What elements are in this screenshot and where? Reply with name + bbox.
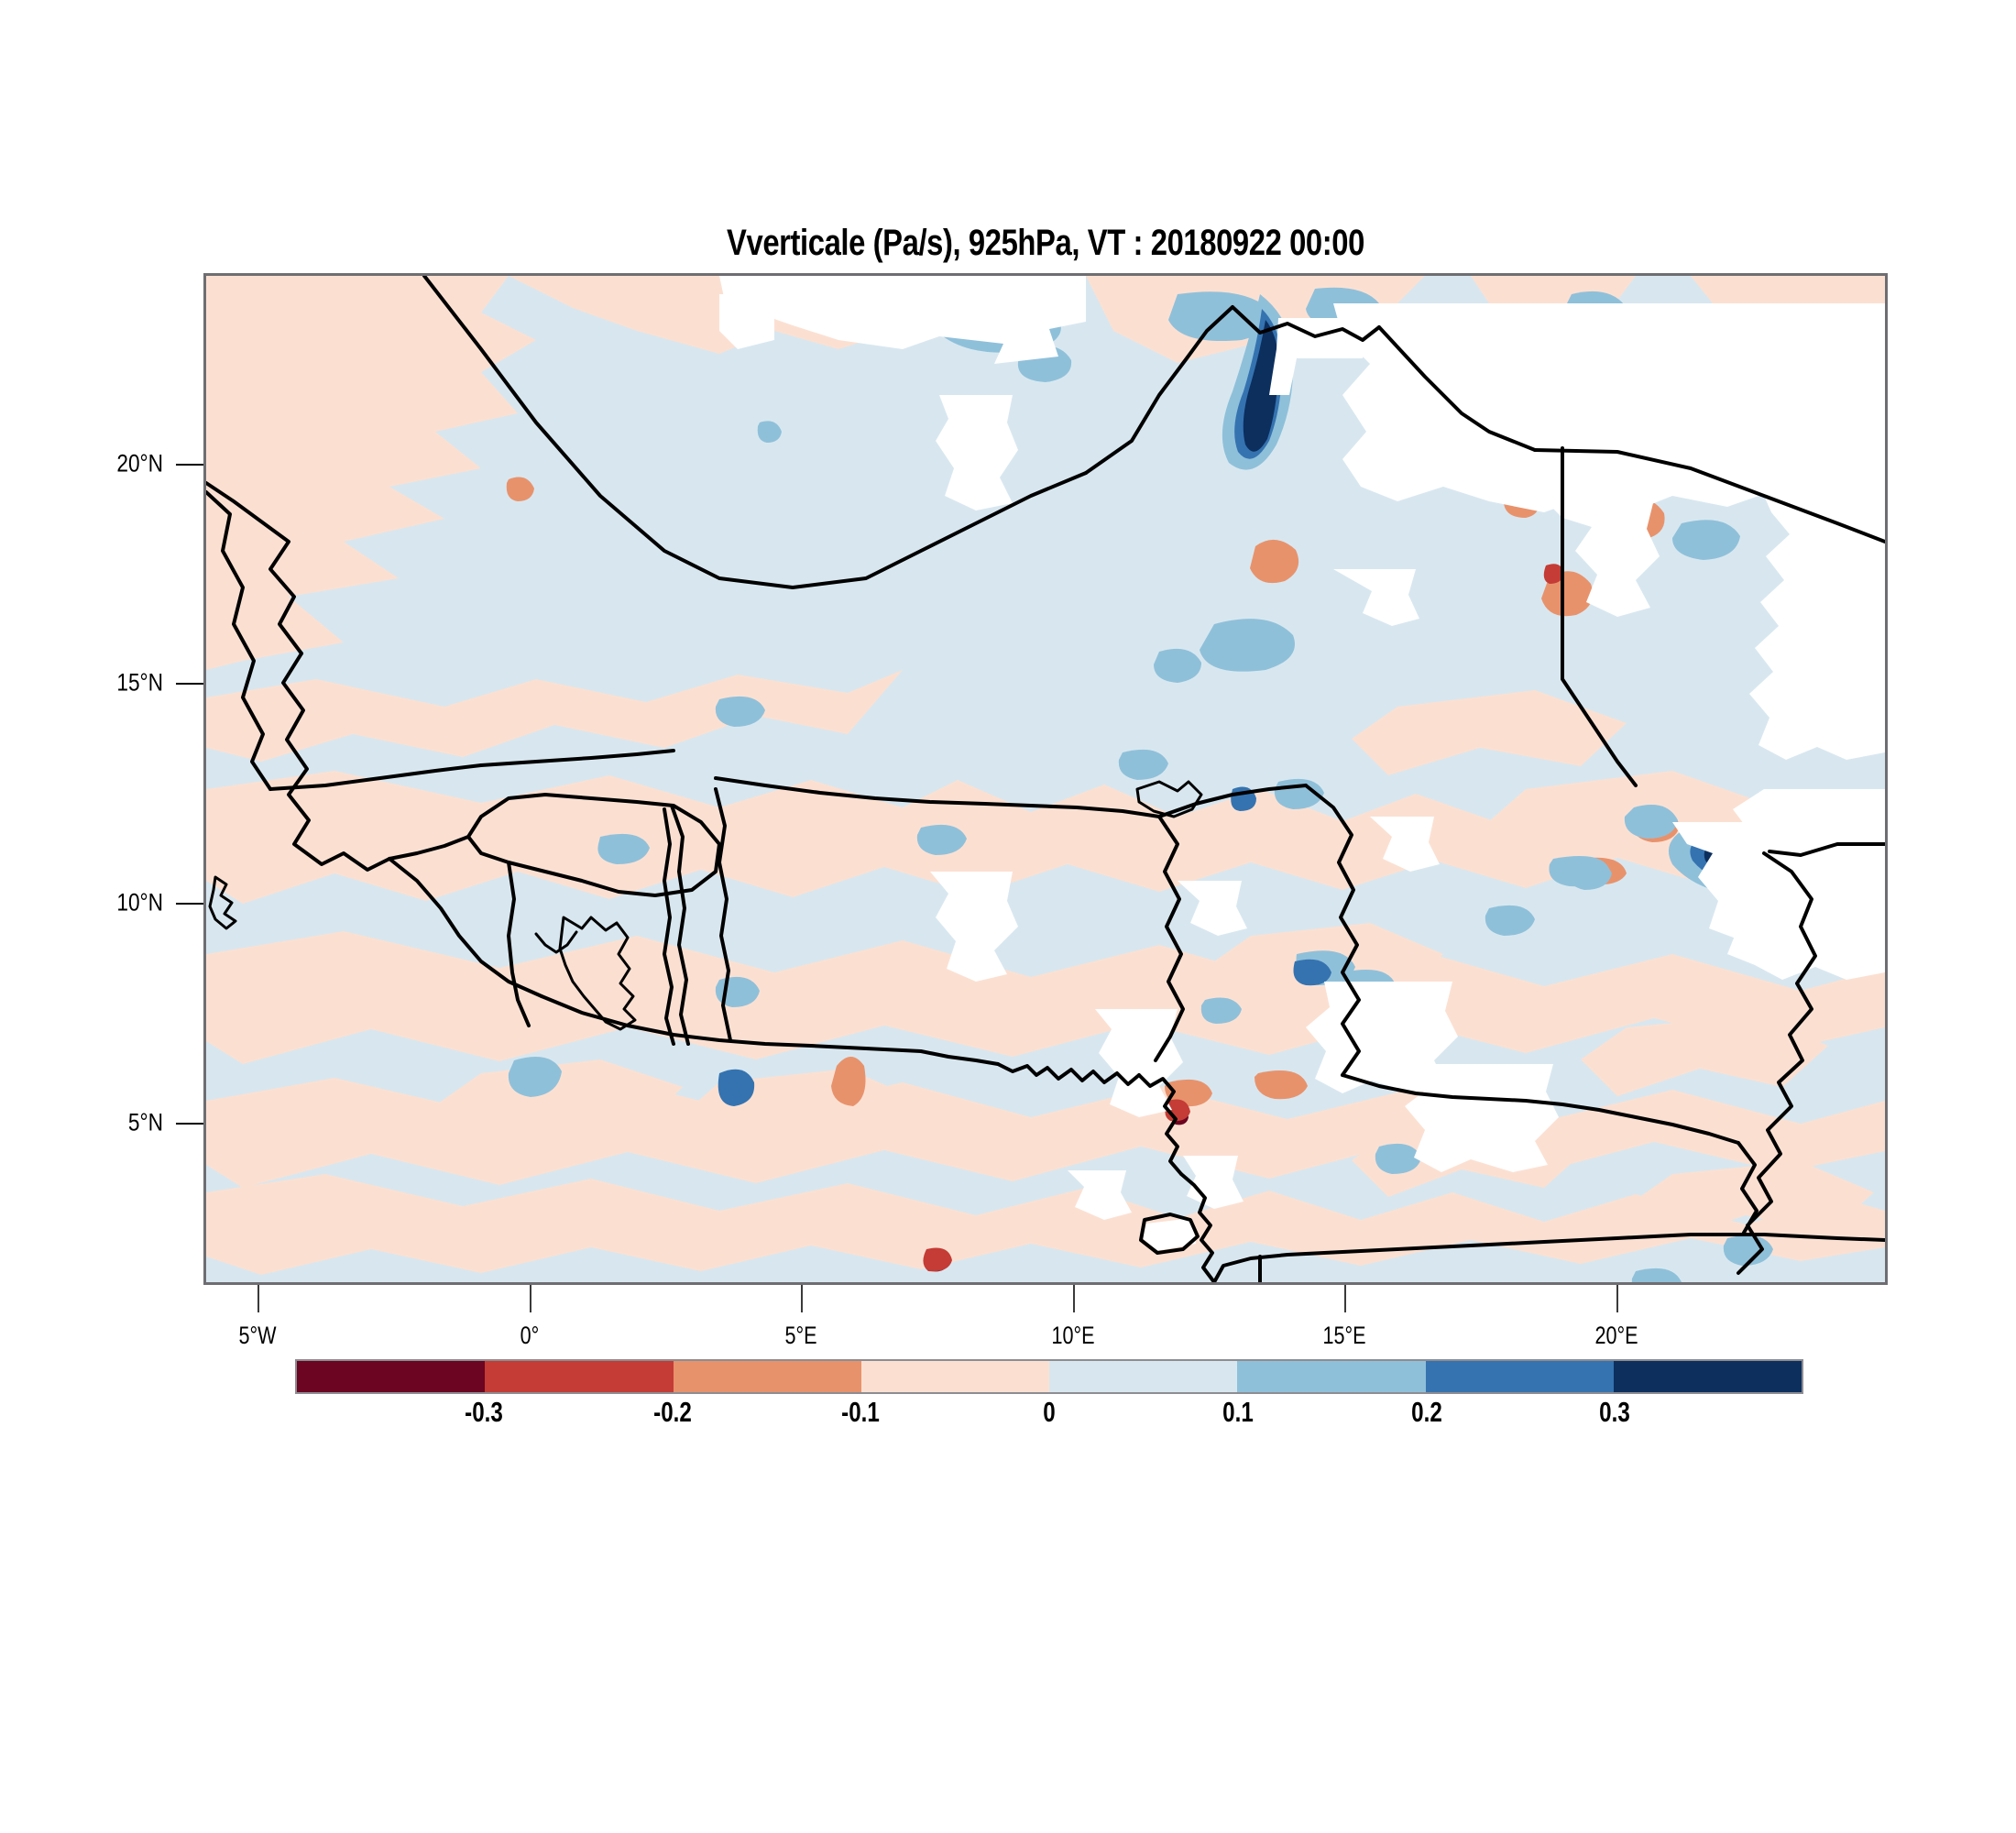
ytick-mark (176, 903, 203, 905)
xtick-label-5e: 5°E (784, 1322, 817, 1349)
ytick-mark (176, 683, 203, 685)
xtick-label-15e: 15°E (1322, 1322, 1366, 1349)
xtick-mark (1616, 1285, 1618, 1312)
colorbar-band-01-02 (1237, 1361, 1426, 1392)
xtick-mark (1344, 1285, 1346, 1312)
colorbar-tick-0: 0 (1043, 1396, 1056, 1428)
ytick-mark (176, 1123, 203, 1125)
colorbar-tick-m01: -0.1 (841, 1396, 881, 1428)
colorbar-band-gt-03 (1613, 1361, 1802, 1392)
colorbar-band-m01-0 (860, 1361, 1049, 1392)
colorbar-tick-m03: -0.3 (464, 1396, 503, 1428)
colorbar-tick-03: 0.3 (1599, 1396, 1631, 1428)
ytick-label-5n: 5°N (127, 1108, 163, 1136)
xtick-mark (801, 1285, 803, 1312)
ytick-label-20n: 20°N (116, 449, 163, 477)
ytick-mark (176, 464, 203, 466)
xtick-label-10e: 10°E (1051, 1322, 1095, 1349)
ytick-label-10n: 10°N (116, 888, 163, 916)
colorbar-band-m02-m01 (673, 1361, 861, 1392)
xtick-label-5w: 5°W (238, 1322, 277, 1349)
colorbar-band-m03-m02 (485, 1361, 674, 1392)
colorbar-bands[interactable] (295, 1359, 1803, 1394)
colorbar[interactable]: -0.3 -0.2 -0.1 0 0.1 0.2 0.3 (295, 1359, 1803, 1428)
heatmap-field (206, 276, 1885, 1282)
xtick-label-0: 0° (520, 1322, 540, 1349)
colorbar-tick-01: 0.1 (1222, 1396, 1254, 1428)
colorbar-band-lt-m03 (297, 1361, 486, 1392)
page-title: Vverticale (Pa/s), 925hPa, VT : 20180922… (727, 223, 1364, 263)
colorbar-band-02-03 (1425, 1361, 1614, 1392)
map-plot-area[interactable] (203, 273, 1888, 1285)
ytick-label-15n: 15°N (116, 668, 163, 697)
xtick-mark (1073, 1285, 1075, 1312)
colorbar-tick-m02: -0.2 (652, 1396, 692, 1428)
colorbar-band-0-01 (1049, 1361, 1238, 1392)
xtick-mark (257, 1285, 259, 1312)
colorbar-tick-02: 0.2 (1410, 1396, 1442, 1428)
xtick-label-20e: 20°E (1594, 1322, 1638, 1349)
xtick-mark (530, 1285, 531, 1312)
